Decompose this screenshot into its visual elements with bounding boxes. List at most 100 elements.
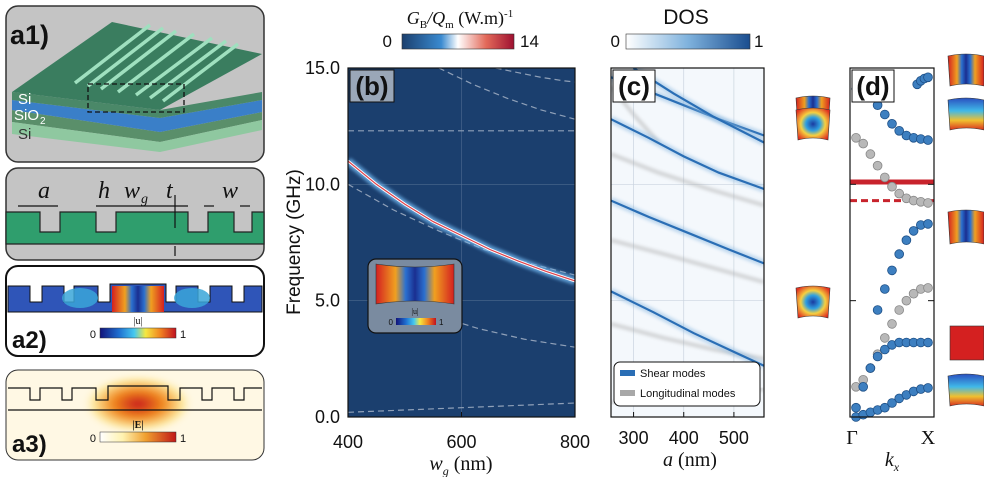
d-panel-label-box [851, 69, 895, 103]
mode-thumbnails-right [947, 53, 984, 407]
panel-a1-label: a1) [10, 20, 49, 50]
legend-label-shear: Shear modes [640, 368, 706, 380]
a3-colorbar-max: 1 [180, 433, 186, 445]
si-top-label: Si [18, 91, 31, 108]
b-inset-colorbar-max: 1 [439, 318, 444, 327]
c-longitudinal-curve [611, 152, 764, 208]
d-band-point [872, 305, 883, 315]
c-shear-curve [611, 199, 764, 265]
symbol-w: w [124, 178, 140, 204]
b-inset-colorbar-min: 0 [389, 318, 394, 327]
c-shear-curve [611, 118, 764, 191]
b-ytick-label: 15.0 [305, 58, 340, 78]
sio2-subscript: 2 [40, 116, 46, 127]
panel-b: GB/Qm (W.m)-1 0 14 400 600 800 0.0 5.0 10.0 1… [284, 8, 590, 477]
d-band-point [887, 265, 897, 276]
legend-swatch-longitudinal [620, 390, 635, 396]
b-ytick-label: 0.0 [315, 407, 340, 427]
a2-colorbar-min: 0 [90, 329, 96, 341]
b-xlabel: wg (nm) [429, 453, 492, 477]
d-band-point [851, 402, 861, 413]
si-bottom-label: Si [18, 126, 31, 143]
d-band-point [865, 363, 876, 373]
b-dashed-mode-curve [495, 68, 575, 83]
b-gain-curve-core [348, 160, 575, 282]
b-ytick-label: 5.0 [315, 291, 340, 311]
d-band-point [887, 398, 897, 408]
b-dashed-mode-curve [348, 402, 575, 413]
b-xtick-label: 400 [333, 432, 363, 452]
d-band-point [879, 109, 890, 120]
d-band-point [887, 119, 897, 129]
d-band-point [923, 283, 933, 293]
c-colorbar-min: 0 [611, 32, 620, 51]
d-band-point [879, 333, 890, 343]
c-panel-label-box [612, 69, 656, 103]
a3-colorbar-title: |E| [132, 420, 143, 431]
d-xtick-label: X [921, 427, 936, 449]
b-dashed-mode-curve [438, 68, 575, 120]
b-ylabel: Frequency (GHz) [284, 169, 305, 315]
panel-a2-label: a2) [12, 327, 47, 354]
d-band-point [872, 160, 883, 171]
panel-a1: a1) Si SiO 2 Si [5, 5, 265, 163]
d-band-point [879, 402, 890, 413]
b-panel-label-box [349, 69, 395, 103]
mode-profile-thumbnail [949, 325, 984, 361]
c-shear-curve [611, 290, 764, 367]
b-colorbar-title: GB/Qm (W.m)-1 [407, 8, 513, 31]
d-band-point [923, 219, 933, 229]
d-band-point [894, 305, 904, 315]
c-colorbar-title: DOS [663, 6, 709, 29]
d-panel-label: (d) [856, 71, 889, 101]
d-band-point [865, 149, 876, 159]
c-longitudinal-curve [611, 238, 764, 285]
d-band-point [858, 381, 868, 392]
c-xtick-label: 500 [719, 428, 749, 448]
a2-colorbar-title: |u| [133, 316, 142, 327]
d-xlabel: kx [885, 449, 900, 474]
a3-colorbar-min: 0 [90, 433, 96, 445]
b-inset: |u| 0 1 [367, 258, 463, 334]
d-band-point [894, 249, 904, 259]
panel-d: Γ X (d) kx [846, 67, 936, 474]
b-dashed-mode-curve [348, 183, 575, 276]
mode-profile-thumbnail [795, 107, 831, 141]
d-band-point [923, 135, 933, 145]
c-colorbar [625, 33, 751, 50]
d-band-point [923, 72, 933, 83]
sio2-label: SiO [14, 107, 39, 124]
panel-a3: |E| 0 1 a3) [5, 369, 265, 461]
mode-profile-thumbnail [947, 209, 984, 245]
c-colorbar-max: 1 [754, 32, 763, 51]
d-band-point [894, 188, 904, 199]
c-legend: Shear modes Longitudinal modes [613, 361, 761, 407]
symbol-w-small: w [222, 178, 238, 204]
d-band-point [901, 295, 912, 306]
d-band-point [872, 351, 883, 362]
d-band-point [879, 172, 890, 183]
d-band-point [894, 126, 904, 136]
mode-profile-thumbnail [795, 285, 831, 319]
legend-swatch-shear [620, 370, 635, 376]
d-band-point [908, 226, 919, 236]
c-xtick-label: 300 [619, 428, 649, 448]
d-band-point [887, 319, 897, 329]
mode-thumbnails-left [795, 95, 831, 319]
d-band-point [879, 344, 890, 355]
b-xtick-label: 600 [446, 432, 476, 452]
panel-schematic: a h w g t w [5, 167, 265, 261]
b-colorbar-min: 0 [383, 32, 392, 51]
panel-a3-label: a3) [12, 431, 47, 458]
d-band-point [923, 198, 933, 208]
b-colorbar [401, 33, 515, 50]
symbol-h: h [98, 178, 110, 204]
d-band-point [887, 181, 897, 192]
c-xtick-label: 400 [669, 428, 699, 448]
b-colorbar-max: 14 [520, 32, 539, 51]
d-band-point [923, 337, 933, 348]
mode-profile-thumbnail [947, 53, 984, 87]
c-xlabel: a (nm) [663, 449, 717, 471]
mode-profile-thumbnail [947, 97, 984, 131]
